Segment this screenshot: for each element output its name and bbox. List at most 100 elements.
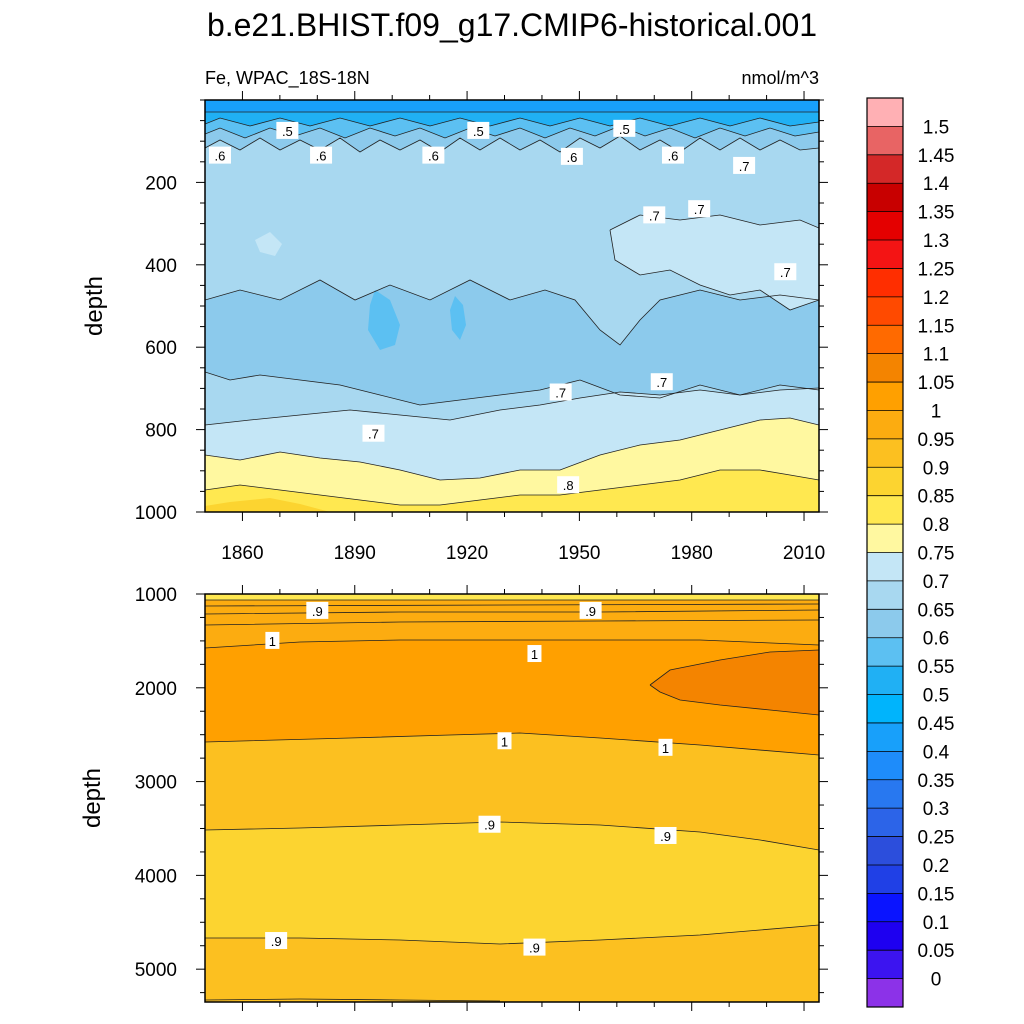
upper-axis-ticks: 1860 1890 1920 1950 1980 2010 200 400 600 800 1000 (135, 91, 828, 564)
colorbar-swatch (867, 325, 903, 355)
svg-text:.7: .7 (555, 386, 566, 401)
svg-text:.7: .7 (780, 265, 791, 280)
upper-contour-label: .7 (650, 373, 673, 391)
upper-contour-label: .6 (560, 147, 583, 165)
upper-contour-label: .7 (362, 424, 385, 442)
svg-text:.7: .7 (649, 208, 660, 223)
colorbar-label: 0.15 (918, 884, 955, 905)
svg-text:1: 1 (269, 634, 276, 649)
upper-contour-label: .7 (549, 383, 572, 401)
lower-contour-label: .9 (478, 815, 501, 833)
units-label: nmol/m^3 (742, 68, 819, 88)
lower-contour-label: 1 (497, 732, 512, 750)
colorbar-label: 1.5 (923, 117, 949, 138)
upper-contour-label: .7 (643, 206, 666, 224)
upper-x-tick-label: 1860 (221, 543, 263, 564)
upper-contour-label: .6 (422, 146, 445, 164)
colorbar-swatch (867, 495, 903, 525)
upper-y-tick-label: 600 (145, 338, 177, 359)
upper-contour-fill (205, 100, 819, 512)
upper-y-tick-label: 400 (145, 256, 177, 277)
colorbar-swatch (867, 296, 903, 326)
colorbar-label: 1.15 (918, 316, 955, 337)
lower-y-tick-label: 3000 (135, 773, 177, 794)
colorbar-swatch (867, 98, 903, 127)
lower-y-tick-label: 4000 (135, 866, 177, 887)
upper-y-axis-label: depth (81, 276, 108, 336)
svg-text:.7: .7 (368, 427, 379, 442)
figure-title: b.e21.BHIST.f09_g17.CMIP6-historical.001 (207, 7, 817, 43)
upper-contour-label: .5 (467, 121, 490, 139)
upper-x-tick-label: 1950 (558, 543, 600, 564)
svg-text:.9: .9 (312, 604, 323, 619)
colorbar: 1.5 1.45 1.4 1.35 1.3 1.25 1.2 1.15 1.1 1.05 1 0.95… (866, 97, 955, 1008)
colorbar-swatch (867, 666, 903, 696)
upper-contour-label: .5 (276, 121, 299, 139)
upper-y-tick-label: 800 (145, 421, 177, 442)
upper-panel: 1860 1890 1920 1950 1980 2010 200 400 600 800 1000… (81, 91, 828, 564)
lower-panel: 1000 2000 3000 4000 5000 depth .9 .9 1 1 1 1 .9 .9.… (79, 585, 828, 1011)
colorbar-label: 0.05 (918, 941, 955, 962)
variable-label: Fe, WPAC_18S-18N (205, 68, 370, 89)
colorbar-label: 0.55 (918, 657, 955, 678)
colorbar-swatch (867, 524, 903, 553)
upper-contour-label: .7 (733, 156, 756, 174)
lower-y-axis-label: depth (79, 768, 106, 828)
upper-contour-label: .7 (688, 200, 711, 218)
colorbar-swatch (867, 580, 903, 610)
colorbar-label: 0.65 (918, 600, 955, 621)
svg-text:.9: .9 (529, 941, 540, 956)
colorbar-label: 0 (931, 970, 942, 991)
colorbar-label: 0.75 (918, 544, 955, 565)
svg-text:.5: .5 (473, 124, 484, 139)
svg-text:.5: .5 (619, 122, 630, 137)
colorbar-label: 0.95 (918, 430, 955, 451)
colorbar-label: 1 (931, 401, 942, 422)
upper-x-tick-label: 2010 (783, 543, 825, 564)
lower-axis-ticks: 1000 2000 3000 4000 5000 (135, 585, 828, 1011)
colorbar-swatch (867, 268, 903, 298)
upper-contour-label: .6 (208, 146, 231, 164)
lower-contour-label: 1 (265, 631, 280, 649)
upper-contour-label: .6 (310, 146, 333, 164)
upper-contour-label: .5 (613, 119, 636, 137)
colorbar-swatch (867, 637, 903, 667)
colorbar-frame (866, 97, 904, 1008)
lower-contour-label: 1 (658, 738, 673, 756)
upper-x-tick-label: 1980 (671, 543, 713, 564)
svg-text:1: 1 (662, 741, 669, 756)
colorbar-swatch (867, 410, 903, 440)
upper-y-tick-label: 200 (145, 173, 177, 194)
colorbar-label: 0.6 (923, 629, 949, 650)
colorbar-swatch (867, 154, 903, 184)
upper-contour-label: .8 (557, 476, 580, 494)
svg-text:.7: .7 (656, 375, 667, 390)
colorbar-label: 0.7 (923, 572, 949, 593)
svg-text:.9: .9 (585, 604, 596, 619)
svg-text:.8: .8 (563, 478, 574, 493)
colorbar-swatch (867, 353, 903, 383)
svg-text:.7: .7 (694, 202, 705, 217)
svg-text:.6: .6 (428, 149, 439, 164)
colorbar-swatch (867, 864, 903, 894)
colorbar-swatch (867, 126, 903, 156)
lower-contour-label: .9 (265, 932, 288, 950)
svg-text:.6: .6 (566, 150, 577, 165)
svg-text:.9: .9 (271, 934, 282, 949)
upper-x-tick-label: 1890 (334, 543, 376, 564)
lower-contour-label: 1 (527, 645, 542, 663)
upper-contour-label: .7 (774, 263, 797, 281)
colorbar-label: 1.25 (918, 259, 955, 280)
colorbar-label: 0.9 (923, 458, 949, 479)
colorbar-swatch (867, 382, 903, 411)
lower-plot-frame (204, 593, 820, 1003)
colorbar-swatch (867, 751, 903, 781)
svg-text:.6: .6 (316, 149, 327, 164)
lower-contour-label: .9 (306, 601, 329, 619)
svg-text:.9: .9 (484, 818, 495, 833)
colorbar-label: 0.8 (923, 515, 949, 536)
colorbar-label: 0.5 (923, 686, 949, 707)
colorbar-swatch (867, 694, 903, 724)
svg-text:1: 1 (501, 734, 508, 749)
lower-contour-label: .9 (579, 601, 602, 619)
